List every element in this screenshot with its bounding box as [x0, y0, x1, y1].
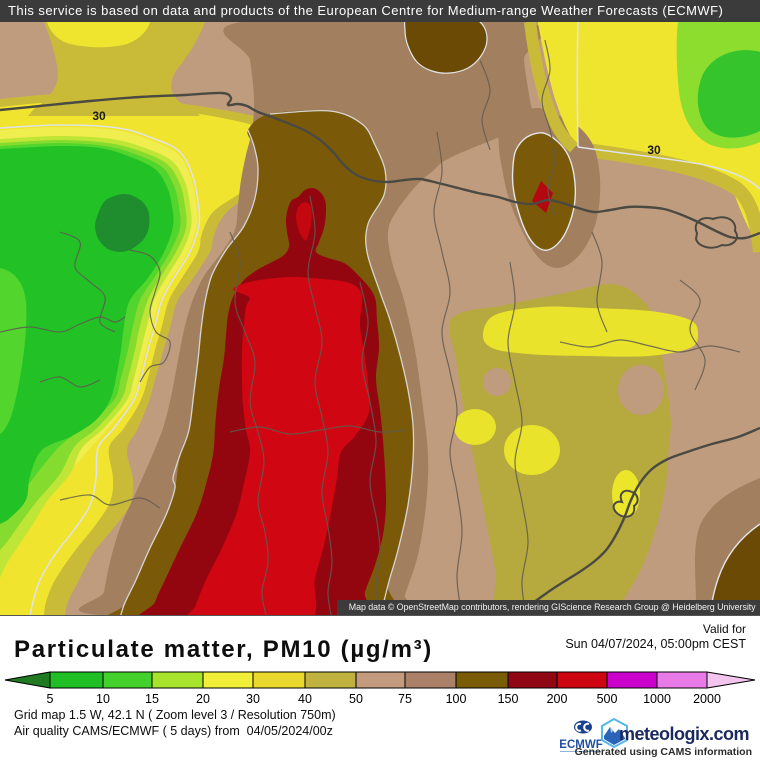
- svg-text:15: 15: [145, 692, 159, 706]
- svg-text:150: 150: [498, 692, 519, 706]
- svg-text:10: 10: [96, 692, 110, 706]
- svg-text:30: 30: [92, 109, 106, 123]
- svg-text:20: 20: [196, 692, 210, 706]
- svg-text:meteologix.com: meteologix.com: [619, 724, 749, 744]
- svg-text:75: 75: [398, 692, 412, 706]
- svg-text:5: 5: [47, 692, 54, 706]
- svg-text:1000: 1000: [643, 692, 671, 706]
- svg-text:30: 30: [647, 143, 661, 157]
- svg-text:100: 100: [446, 692, 467, 706]
- svg-text:200: 200: [547, 692, 568, 706]
- svg-text:ECMWF: ECMWF: [559, 739, 602, 751]
- svg-text:50: 50: [349, 692, 363, 706]
- svg-text:30: 30: [246, 692, 260, 706]
- svg-text:500: 500: [597, 692, 618, 706]
- svg-text:2000: 2000: [693, 692, 721, 706]
- svg-text:40: 40: [298, 692, 312, 706]
